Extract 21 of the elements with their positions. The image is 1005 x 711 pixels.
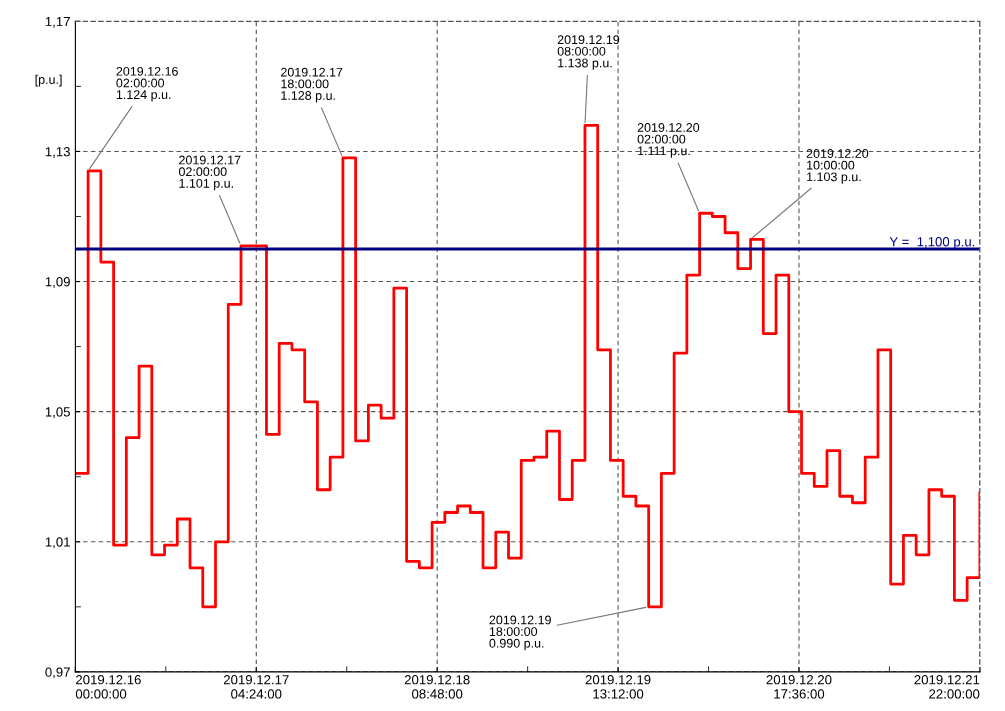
y-tick-label: 1,17	[45, 17, 70, 28]
ref-line-label: Y = 1,100 p.u.	[889, 237, 975, 250]
annotation: 2019.12.17 02:00:00 1.101 p.u.	[178, 155, 241, 191]
y-tick-label: 0,97	[45, 667, 70, 679]
y-tick-label: 1,05	[45, 407, 70, 419]
x-tick-label: 2019.12.18 08:48:00	[404, 675, 470, 699]
x-tick-label: 2019.12.17 04:24:00	[223, 675, 289, 699]
annotation: 2019.12.19 08:00:00 1.138 p.u.	[557, 35, 620, 70]
x-tick-label: 2019.12.20 17:36:00	[766, 675, 832, 699]
x-tick-label: 2019.12.21 22:00:00	[914, 675, 980, 699]
annotation: 2019.12.20 02:00:00 1.111 p.u.	[637, 123, 700, 158]
y-tick-label: 1,13	[45, 147, 70, 158]
annotation: 2019.12.20 10:00:00 1.103 p.u.	[806, 149, 869, 184]
annotation: 2019.12.19 18:00:00 0.990 p.u.	[489, 615, 551, 651]
y-axis-title: [p.u.]	[35, 74, 62, 87]
y-tick-label: 1,01	[45, 537, 70, 549]
y-tick-label: 1,09	[45, 277, 70, 289]
x-tick-label: 2019.12.16 00:00:00	[75, 675, 141, 699]
annotation: 2019.12.16 02:00:00 1.124 p.u.	[116, 66, 178, 102]
x-tick-label: 2019.12.19 13:12:00	[585, 675, 651, 699]
annotation: 2019.12.17 18:00:00 1.128 p.u.	[281, 67, 343, 103]
